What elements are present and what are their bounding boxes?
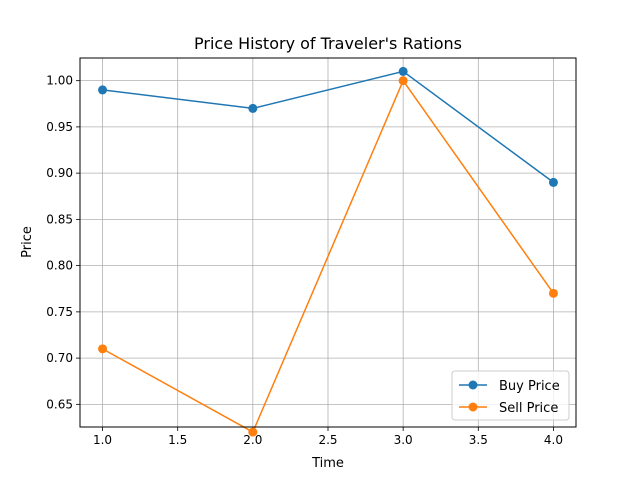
series-line-sell-price xyxy=(102,79,555,434)
y-tick-label: 0.70 xyxy=(46,351,73,365)
data-point-buy-price xyxy=(248,103,258,113)
series-layer xyxy=(98,66,558,437)
data-point-buy-price xyxy=(98,85,108,95)
y-axis-ticks: 0.65 0.70 0.75 0.80 0.85 0.90 0.95 1.00 xyxy=(46,74,80,411)
x-tick-label: 3.0 xyxy=(394,433,413,447)
plot-frame xyxy=(79,57,577,428)
data-point-sell-price xyxy=(248,427,258,437)
y-axis-label: Price xyxy=(20,226,35,258)
x-tick-label: 2.5 xyxy=(318,433,337,447)
y-tick-label: 0.80 xyxy=(46,259,73,273)
data-point-sell-price xyxy=(548,288,558,298)
y-tick-label: 0.90 xyxy=(46,166,73,180)
x-axis-label: Time xyxy=(311,456,344,471)
chart-title: Price History of Traveler's Rations xyxy=(194,34,462,53)
y-tick-label: 1.00 xyxy=(46,74,73,88)
legend-marker-buy-price xyxy=(468,380,478,390)
legend: Buy Price Sell Price xyxy=(451,370,570,421)
data-point-buy-price xyxy=(548,177,558,187)
legend-marker-sell-price xyxy=(468,402,478,412)
series-line-buy-price xyxy=(102,70,554,183)
legend-label-buy-price: Buy Price xyxy=(499,379,560,394)
data-point-sell-price xyxy=(98,344,108,354)
x-tick-label: 4.0 xyxy=(544,433,563,447)
y-tick-label: 0.75 xyxy=(46,305,73,319)
y-tick-label: 0.85 xyxy=(46,212,73,226)
x-tick-label: 3.5 xyxy=(469,433,488,447)
data-point-buy-price xyxy=(398,66,408,76)
y-tick-label: 0.95 xyxy=(46,120,73,134)
x-tick-label: 1.5 xyxy=(168,433,187,447)
data-point-sell-price xyxy=(398,76,408,86)
x-tick-label: 2.0 xyxy=(243,433,262,447)
legend-label-sell-price: Sell Price xyxy=(499,401,558,416)
x-tick-label: 1.0 xyxy=(93,433,112,447)
y-tick-label: 0.65 xyxy=(46,397,73,411)
x-axis-ticks: 1.0 1.5 2.0 2.5 3.0 3.5 4.0 xyxy=(93,427,563,447)
